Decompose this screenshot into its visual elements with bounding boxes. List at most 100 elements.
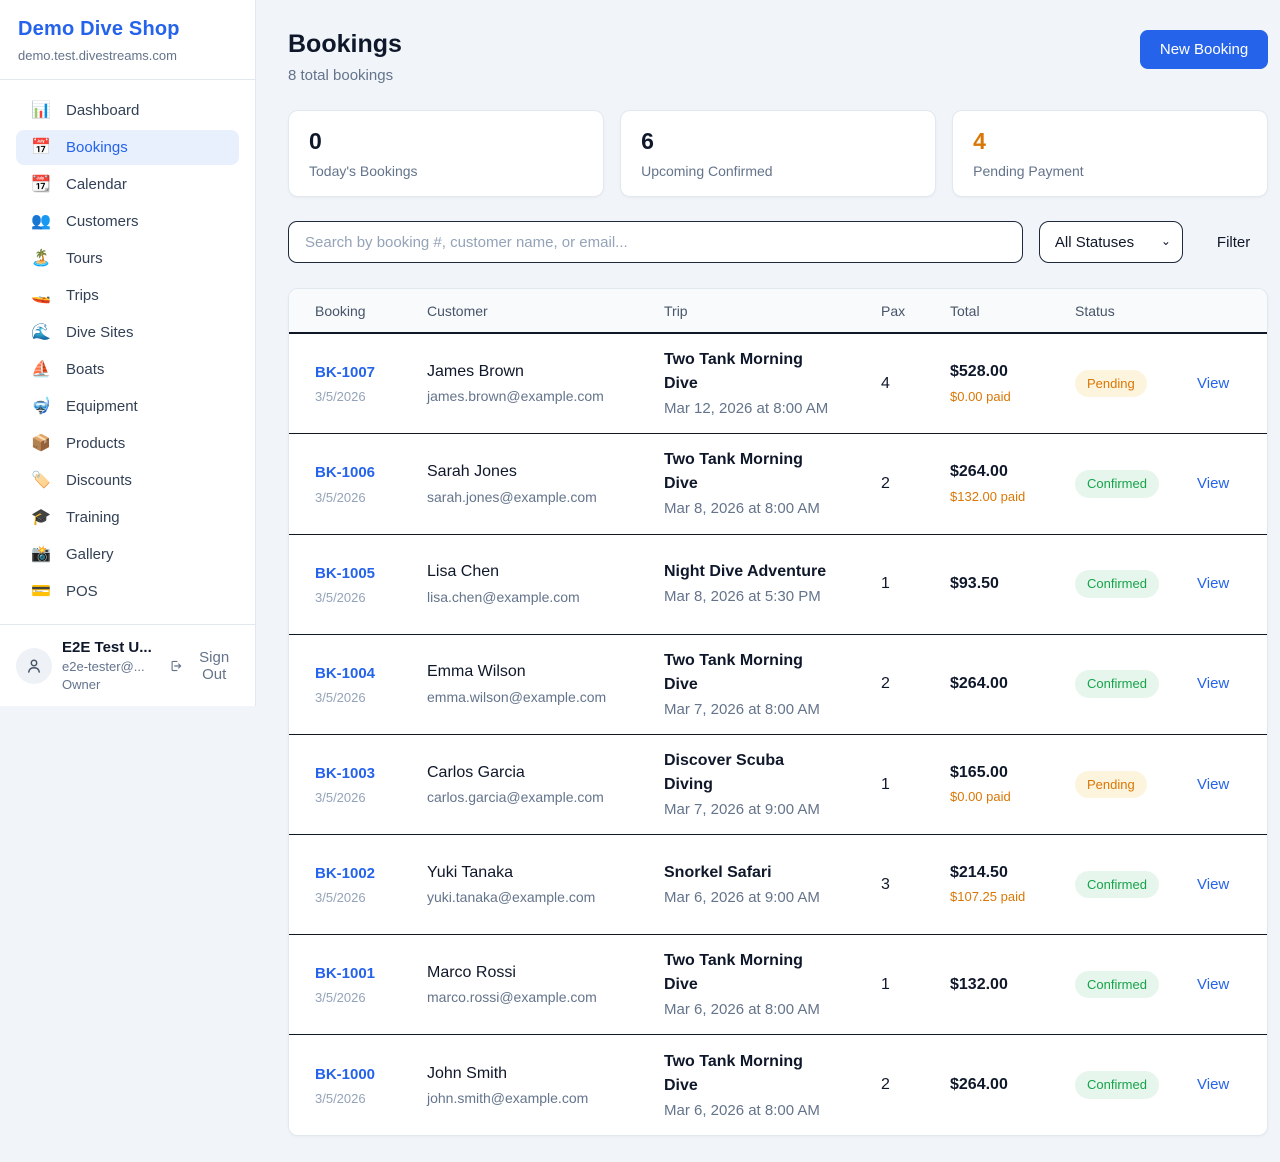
table-row[interactable]: BK-1004 3/5/2026 Emma Wilson emma.wilson… [289,634,1268,735]
page-title: Bookings [288,30,402,58]
pax-value: 1 [881,575,890,593]
view-link[interactable]: View [1197,775,1230,793]
sidebar-item-bookings[interactable]: 📅 Bookings [16,130,239,165]
trip-datetime: Mar 7, 2026 at 8:00 AM [664,700,820,718]
view-link[interactable]: View [1197,1076,1230,1094]
stat-value: 0 [309,128,322,154]
actions-cell: View [1197,659,1241,709]
customer-email: sarah.jones@example.com [427,488,597,505]
customer-name: Marco Rossi [427,963,516,981]
booking-date: 3/5/2026 [315,489,366,505]
sidebar-item-equipment[interactable]: 🤿 Equipment [16,389,239,424]
trip-datetime: Mar 8, 2026 at 5:30 PM [664,588,821,606]
booking-id-link[interactable]: BK-1000 [315,1065,376,1083]
status-badge: Pending [1075,369,1147,398]
sidebar-item-pos[interactable]: 💳 POS [16,574,239,609]
booking-cell: BK-1003 3/5/2026 [315,748,427,821]
table-row[interactable]: BK-1000 3/5/2026 John Smith john.smith@e… [289,1035,1268,1136]
sidebar-item-calendar[interactable]: 📆 Calendar [16,167,239,202]
total-cell: $264.00 [950,659,1075,709]
sidebar-item-boats[interactable]: ⛵ Boats [16,352,239,387]
stat-card: 4 Pending Payment [952,110,1269,197]
customer-cell: Emma Wilson emma.wilson@example.com [427,647,664,720]
customer-email: yuki.tanaka@example.com [427,889,596,906]
customer-cell: Sarah Jones sarah.jones@example.com [427,447,664,520]
sidebar-item-trips[interactable]: 🚤 Trips [16,278,239,313]
dive-sites-icon: 🌊 [31,323,51,341]
view-link[interactable]: View [1197,475,1230,493]
sidebar-item-label: Dive Sites [66,324,134,341]
trip-datetime: Mar 8, 2026 at 8:00 AM [664,500,820,518]
sidebar-item-tours[interactable]: 🏝️ Tours [16,241,239,276]
sidebar-item-customers[interactable]: 👥 Customers [16,204,239,239]
stat-label: Upcoming Confirmed [641,163,773,179]
actions-cell: View [1197,960,1241,1010]
new-booking-button[interactable]: New Booking [1139,30,1269,69]
status-badge: Confirmed [1075,1071,1159,1100]
status-cell: Pending [1075,356,1197,412]
actions-cell: View [1197,359,1241,409]
view-link[interactable]: View [1197,675,1230,693]
user-block: E2E Test U... e2e-tester@... Owner Sign … [0,624,255,706]
total-amount: $214.50 [950,863,1008,881]
col-pax: Pax [881,302,906,319]
table-row[interactable]: BK-1002 3/5/2026 Yuki Tanaka yuki.tanaka… [289,835,1268,935]
table-row[interactable]: BK-1005 3/5/2026 Lisa Chen lisa.chen@exa… [289,534,1268,635]
table-row[interactable]: BK-1007 3/5/2026 James Brown james.brown… [289,334,1268,435]
stat-label: Today's Bookings [309,163,418,179]
trip-cell: Snorkel Safari Mar 6, 2026 at 9:00 AM [664,847,881,922]
filter-row: All Statuses ⌄ Filter [288,221,1268,263]
customer-cell: Marco Rossi marco.rossi@example.com [427,948,664,1021]
customer-email: emma.wilson@example.com [427,688,607,705]
status-select[interactable]: All Statuses [1038,221,1183,263]
sidebar-item-products[interactable]: 📦 Products [16,426,239,461]
customer-name: James Brown [427,362,524,380]
booking-cell: BK-1004 3/5/2026 [315,648,427,721]
view-link[interactable]: View [1197,374,1230,392]
booking-id-link[interactable]: BK-1007 [315,364,376,382]
sign-out-button[interactable]: Sign Out [169,649,239,683]
status-cell: Confirmed [1075,957,1197,1013]
table-row[interactable]: BK-1003 3/5/2026 Carlos Garcia carlos.ga… [289,734,1268,835]
tours-icon: 🏝️ [31,249,51,267]
sidebar-item-label: Dashboard [66,102,140,119]
total-amount: $528.00 [950,362,1008,380]
view-link[interactable]: View [1197,575,1230,593]
booking-id-link[interactable]: BK-1004 [315,664,376,682]
filter-button[interactable]: Filter [1216,233,1251,251]
customer-cell: James Brown james.brown@example.com [427,347,664,420]
booking-cell: BK-1007 3/5/2026 [315,347,427,420]
sidebar-item-label: Equipment [66,398,138,415]
actions-cell: View [1197,459,1241,509]
trip-name: Discover Scuba Diving [664,751,785,793]
table-row[interactable]: BK-1001 3/5/2026 Marco Rossi marco.rossi… [289,935,1268,1036]
view-link[interactable]: View [1197,875,1230,893]
booking-id-link[interactable]: BK-1003 [315,764,376,782]
gallery-icon: 📸 [31,545,51,563]
brand-title[interactable]: Demo Dive Shop [18,18,180,40]
customer-cell: Yuki Tanaka yuki.tanaka@example.com [427,848,664,921]
search-input[interactable] [288,221,1023,263]
discounts-icon: 🏷️ [31,471,51,489]
sidebar-item-training[interactable]: 🎓 Training [16,500,239,535]
user-name: E2E Test U... [62,639,152,656]
total-cell: $264.00 [950,1060,1075,1110]
booking-id-link[interactable]: BK-1005 [315,564,376,582]
col-status: Status [1075,302,1115,319]
sidebar-item-gallery[interactable]: 📸 Gallery [16,537,239,572]
trip-datetime: Mar 6, 2026 at 8:00 AM [664,1001,820,1018]
view-link[interactable]: View [1197,975,1230,993]
customers-icon: 👥 [31,212,51,230]
sidebar-item-discounts[interactable]: 🏷️ Discounts [16,463,239,498]
brand-block: Demo Dive Shop demo.test.divestreams.com [0,0,255,80]
sidebar-item-label: Gallery [66,546,114,563]
sidebar-item-dive-sites[interactable]: 🌊 Dive Sites [16,315,239,350]
table-row[interactable]: BK-1006 3/5/2026 Sarah Jones sarah.jones… [289,434,1268,535]
sidebar-item-dashboard[interactable]: 📊 Dashboard [16,93,239,128]
booking-id-link[interactable]: BK-1006 [315,464,376,482]
trip-name: Two Tank Morning Dive [664,952,803,993]
pax-value: 1 [881,975,890,993]
booking-id-link[interactable]: BK-1002 [315,865,376,883]
sidebar-item-label: Trips [66,287,99,304]
booking-id-link[interactable]: BK-1001 [315,965,376,983]
